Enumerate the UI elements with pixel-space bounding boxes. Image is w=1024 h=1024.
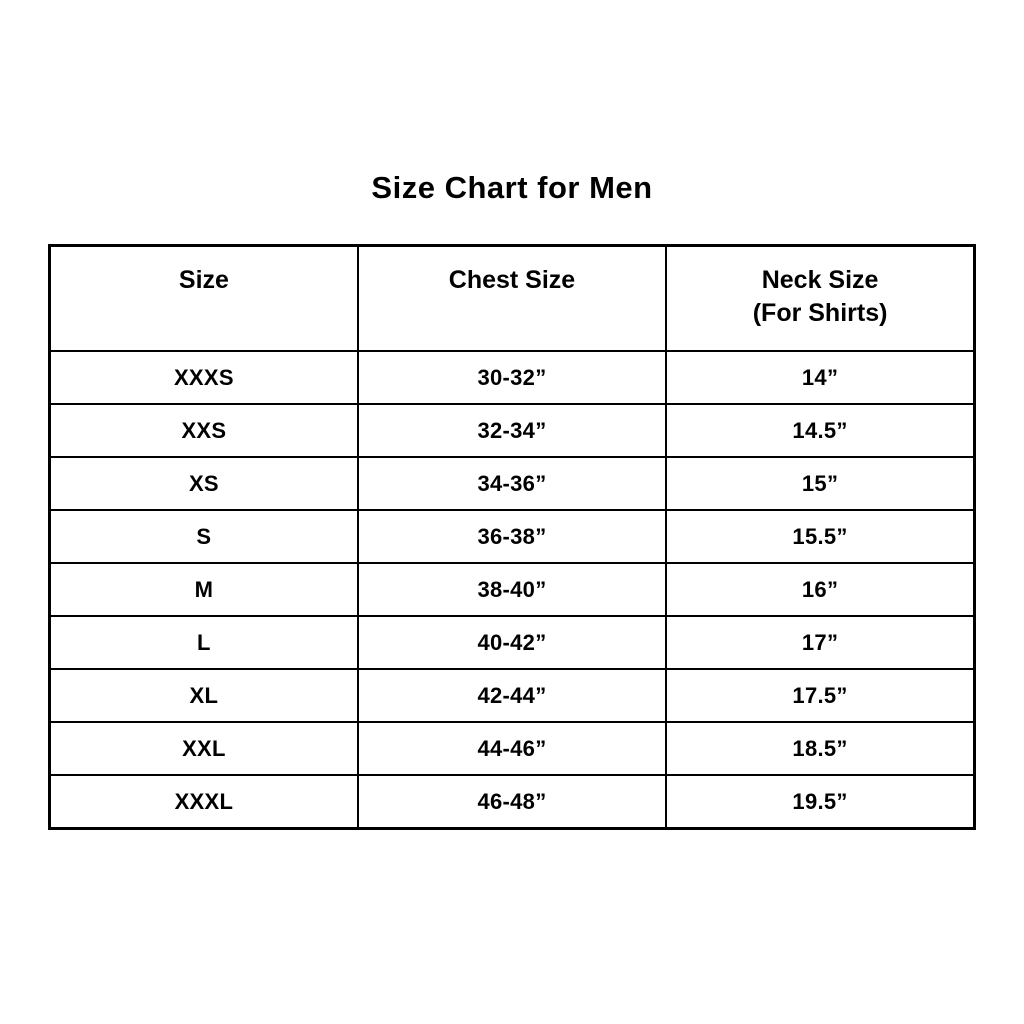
table-header-row: Size Chest Size Neck Size (For Shirts) bbox=[48, 244, 976, 352]
table-row: XL 42-44” 17.5” bbox=[48, 668, 976, 723]
table-row: XXXS 30-32” 14” bbox=[48, 350, 976, 405]
table-cell: 19.5” bbox=[665, 774, 976, 830]
table-cell: 16” bbox=[665, 562, 976, 617]
table-row: L 40-42” 17” bbox=[48, 615, 976, 670]
column-header-label: Size bbox=[178, 266, 229, 294]
table-cell: XXXL bbox=[48, 774, 359, 830]
table-row: XS 34-36” 15” bbox=[48, 456, 976, 511]
table-cell: 42-44” bbox=[356, 668, 668, 723]
table-cell: 32-34” bbox=[356, 403, 668, 458]
size-chart-table: Size Chest Size Neck Size (For Shirts) XXXS… bbox=[48, 244, 976, 830]
column-header-chest-size: Chest Size bbox=[356, 244, 668, 352]
table-cell: 36-38” bbox=[356, 509, 668, 564]
table-cell: L bbox=[48, 615, 359, 670]
table-cell: S bbox=[48, 509, 359, 564]
table-cell: XXS bbox=[48, 403, 359, 458]
table-row: M 38-40” 16” bbox=[48, 562, 976, 617]
table-body: XXXS 30-32” 14” XXS 32-34” 14.5” XS 34-36” 15” S 3… bbox=[48, 350, 976, 830]
table-cell: 15” bbox=[665, 456, 976, 511]
table-cell: XXXS bbox=[48, 350, 359, 405]
table-cell: 38-40” bbox=[356, 562, 668, 617]
page-title: Size Chart for Men bbox=[371, 170, 653, 205]
table-row: XXL 44-46” 18.5” bbox=[48, 721, 976, 776]
table-row: XXXL 46-48” 19.5” bbox=[48, 774, 976, 830]
table-cell: 44-46” bbox=[356, 721, 668, 776]
table-cell: XS bbox=[48, 456, 359, 511]
table-row: S 36-38” 15.5” bbox=[48, 509, 976, 564]
table-row: XXS 32-34” 14.5” bbox=[48, 403, 976, 458]
table-cell: 40-42” bbox=[356, 615, 668, 670]
table-cell: 15.5” bbox=[665, 509, 976, 564]
table-cell: 17” bbox=[665, 615, 976, 670]
table-cell: 18.5” bbox=[665, 721, 976, 776]
table-cell: 46-48” bbox=[356, 774, 668, 830]
table-cell: XL bbox=[48, 668, 359, 723]
table-cell: 17.5” bbox=[665, 668, 976, 723]
column-header-neck-size: Neck Size (For Shirts) bbox=[665, 244, 976, 352]
column-header-label: Neck Size bbox=[761, 266, 879, 294]
table-cell: XXL bbox=[48, 721, 359, 776]
table-cell: 34-36” bbox=[356, 456, 668, 511]
table-header: Size Chest Size Neck Size (For Shirts) bbox=[48, 244, 976, 352]
table-cell: 30-32” bbox=[356, 350, 668, 405]
table-cell: 14” bbox=[665, 350, 976, 405]
column-header-size: Size bbox=[48, 244, 359, 352]
table-cell: M bbox=[48, 562, 359, 617]
table-cell: 14.5” bbox=[665, 403, 976, 458]
column-header-label: Chest Size bbox=[448, 266, 576, 294]
column-header-sublabel: (For Shirts) bbox=[752, 298, 888, 327]
